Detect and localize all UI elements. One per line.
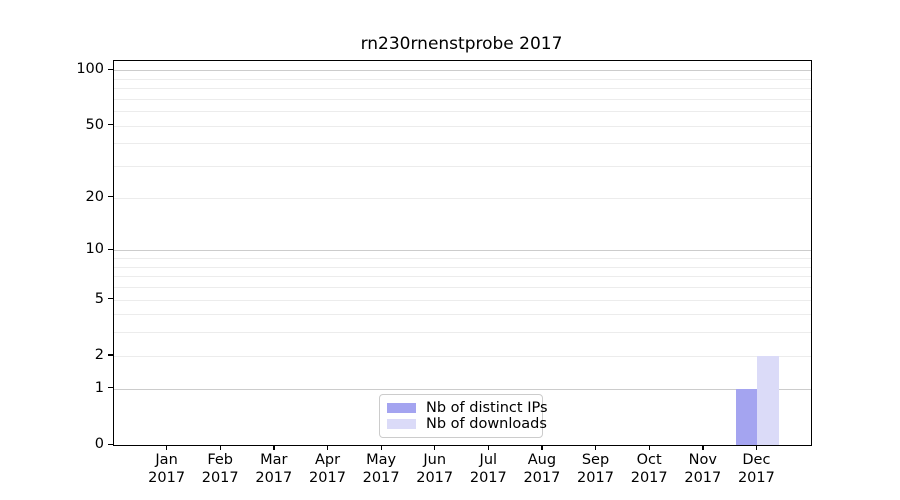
y-gridline-minor (114, 125, 811, 127)
y-tick-label: 100 (76, 61, 104, 78)
legend: Nb of distinct IPs Nb of downloads (379, 394, 548, 438)
chart-title: rn230rnenstprobe 2017 (360, 34, 563, 54)
y-gridline-minor (114, 276, 811, 278)
bar-nb-of-downloads (757, 355, 779, 445)
legend-label: Nb of downloads (426, 416, 547, 432)
x-tick-label: Apr 2017 (309, 452, 346, 486)
y-gridline-minor (114, 98, 811, 100)
y-gridline-minor (114, 143, 811, 145)
plot-area (113, 60, 812, 446)
x-tick-label: Jan 2017 (148, 452, 186, 486)
y-gridline-major (114, 250, 811, 252)
y-tick-label: 2 (94, 346, 104, 363)
y-gridline-minor (114, 258, 811, 259)
y-tick-label: 10 (85, 241, 104, 258)
y-gridline-minor (114, 286, 811, 288)
x-tick-label: Nov 2017 (684, 452, 722, 486)
y-gridline-minor (114, 166, 811, 168)
y-tick-label: 20 (85, 188, 104, 205)
y-gridline-major (114, 388, 811, 390)
x-tick-label: Feb 2017 (201, 452, 239, 486)
x-tick-label: Dec 2017 (737, 452, 775, 486)
bar-nb-of-distinct-ips (735, 388, 758, 445)
y-gridline-minor (114, 314, 811, 316)
x-tick-label: May 2017 (362, 452, 400, 486)
y-tick-label: 1 (94, 379, 104, 396)
y-gridline-minor (114, 88, 811, 89)
y-gridline-minor (114, 355, 811, 357)
y-tick-label: 5 (94, 290, 104, 307)
legend-item: Nb of distinct IPs (387, 400, 548, 416)
x-tick-label: Jun 2017 (416, 452, 454, 486)
x-tick-label: Oct 2017 (630, 452, 668, 486)
legend-item: Nb of downloads (387, 416, 547, 432)
x-tick-label: Aug 2017 (523, 452, 561, 486)
legend-swatch (387, 403, 416, 413)
y-gridline-minor (114, 197, 811, 199)
y-gridline-minor (114, 332, 811, 334)
y-gridline-minor (114, 78, 811, 80)
x-tick-label: Sep 2017 (577, 452, 614, 486)
y-gridline-minor (114, 299, 811, 301)
y-gridline-minor (114, 266, 811, 268)
y-tick-label: 50 (85, 116, 104, 133)
legend-swatch (387, 419, 416, 429)
legend-label: Nb of distinct IPs (426, 400, 548, 416)
x-tick-label: Mar 2017 (255, 452, 293, 486)
y-gridline-major (114, 70, 811, 72)
x-tick-label: Jul 2017 (469, 452, 507, 486)
y-tick-label: 0 (94, 436, 104, 452)
y-gridline-minor (114, 111, 811, 113)
